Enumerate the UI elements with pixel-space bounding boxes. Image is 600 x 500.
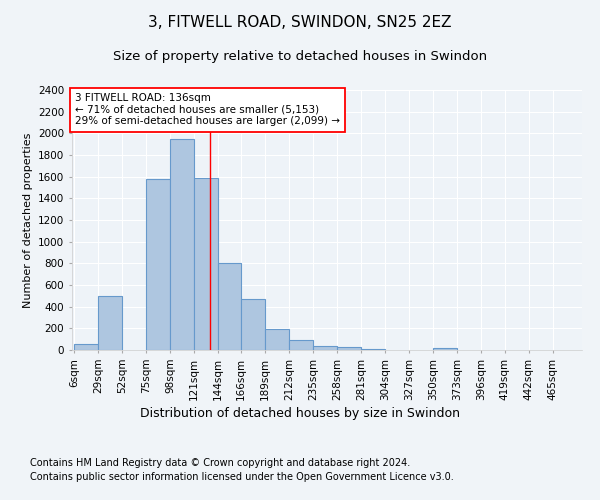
Bar — [170, 138, 194, 350]
Text: Distribution of detached houses by size in Swindon: Distribution of detached houses by size … — [140, 408, 460, 420]
Text: Contains public sector information licensed under the Open Government Licence v3: Contains public sector information licen… — [30, 472, 454, 482]
Bar — [74, 344, 98, 350]
Text: 3 FITWELL ROAD: 136sqm
← 71% of detached houses are smaller (5,153)
29% of semi-: 3 FITWELL ROAD: 136sqm ← 71% of detached… — [75, 93, 340, 126]
Bar — [337, 347, 361, 350]
Text: 3, FITWELL ROAD, SWINDON, SN25 2EZ: 3, FITWELL ROAD, SWINDON, SN25 2EZ — [148, 15, 452, 30]
Bar — [241, 299, 265, 350]
Bar — [98, 296, 122, 350]
Text: Size of property relative to detached houses in Swindon: Size of property relative to detached ho… — [113, 50, 487, 63]
Bar — [265, 329, 289, 350]
Bar — [218, 264, 241, 350]
Bar — [146, 179, 170, 350]
Bar — [194, 178, 218, 350]
Bar — [433, 348, 457, 350]
Bar — [289, 340, 313, 350]
Bar — [313, 346, 337, 350]
Y-axis label: Number of detached properties: Number of detached properties — [23, 132, 32, 308]
Bar — [361, 349, 385, 350]
Text: Contains HM Land Registry data © Crown copyright and database right 2024.: Contains HM Land Registry data © Crown c… — [30, 458, 410, 468]
